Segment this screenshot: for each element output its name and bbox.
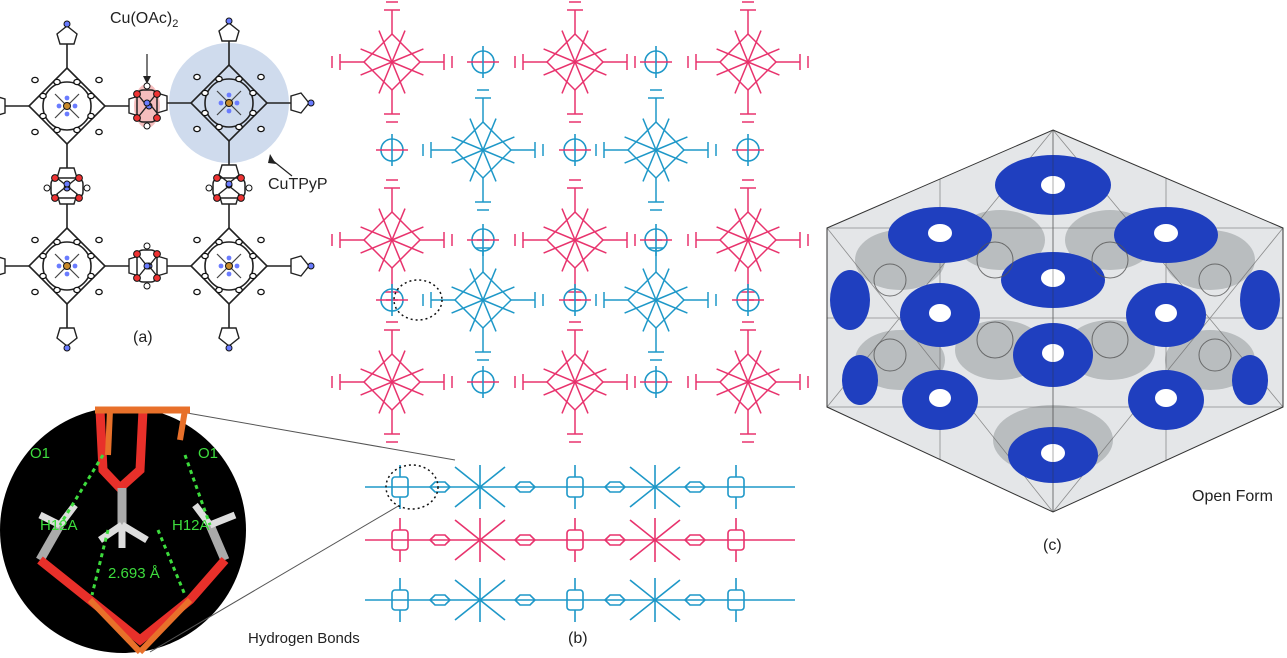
net-link-5 (467, 224, 499, 256)
net-link-11 (640, 366, 672, 398)
panel-a-tag: (a) (133, 329, 153, 346)
cutpyp-label: CuTPyP (268, 176, 328, 193)
net-node-pink-8 (687, 321, 809, 443)
net-node-blue-1 (595, 89, 717, 211)
net-node-pink-5 (687, 179, 809, 301)
net-link-7 (376, 284, 408, 316)
side-row-top (365, 465, 795, 509)
net-node-pink-1 (514, 1, 636, 123)
net-link-9 (732, 284, 764, 316)
label-h12a-right: H12A (172, 517, 210, 534)
net-node-pink-6 (331, 321, 453, 443)
net-link-6 (640, 224, 672, 256)
open-form-caption: Open Form (1192, 488, 1273, 505)
net-node-pink-0 (331, 1, 453, 123)
label-o1-right: O1 (198, 445, 218, 462)
panel-b-tag: (b) (568, 630, 588, 647)
label-distance: 2.693 Å (108, 565, 160, 582)
net-link-8 (559, 284, 591, 316)
highlight-dotted-top (393, 279, 443, 321)
side-row-bottom (365, 578, 795, 622)
net-node-pink-4 (514, 179, 636, 301)
net-link-4 (732, 134, 764, 166)
net-link-1 (640, 46, 672, 78)
cuoac-label: Cu(OAc)2 (110, 10, 179, 31)
net-link-2 (376, 134, 408, 166)
net-node-blue-2 (422, 239, 544, 361)
net-node-pink-2 (687, 1, 809, 123)
hbond-caption: Hydrogen Bonds (248, 630, 360, 647)
net-link-10 (467, 366, 499, 398)
side-row-middle (365, 518, 795, 562)
cutpyp-arrow (271, 159, 293, 177)
net-link-0 (467, 46, 499, 78)
net-node-blue-3 (595, 239, 717, 361)
panel-c-tag: (c) (1043, 537, 1062, 554)
net-link-3 (559, 134, 591, 166)
highlight-dotted-bottom (385, 464, 439, 510)
label-h12a-left: H12A (40, 517, 78, 534)
net-node-pink-7 (514, 321, 636, 443)
label-o1-left: O1 (30, 445, 50, 462)
net-node-blue-0 (422, 89, 544, 211)
